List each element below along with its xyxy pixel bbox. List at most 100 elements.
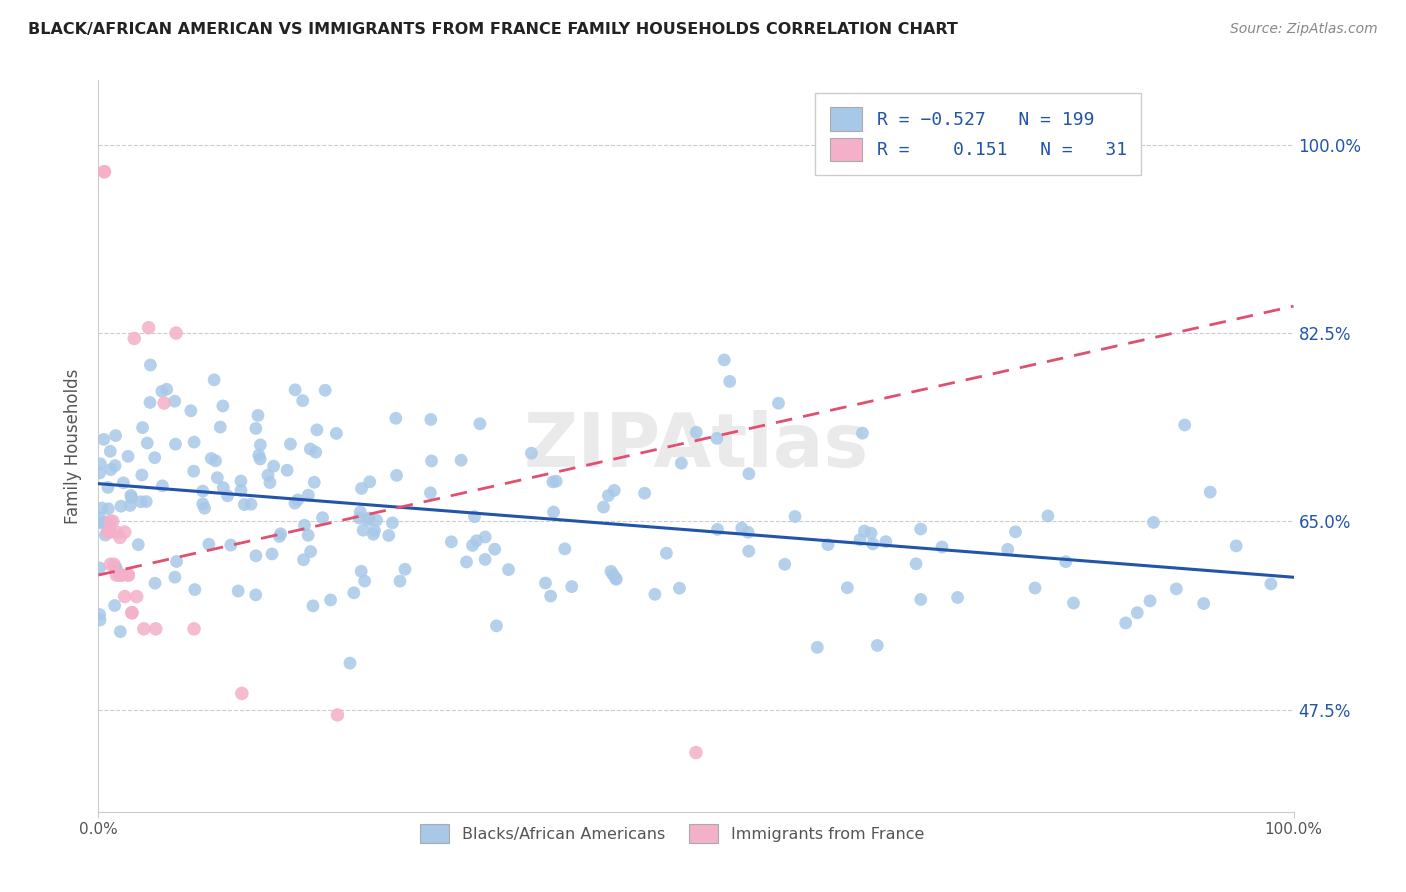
Point bbox=[120, 488, 142, 502]
Point bbox=[117, 568, 139, 582]
Point bbox=[484, 542, 506, 557]
Point bbox=[541, 475, 564, 489]
Point bbox=[138, 320, 160, 334]
Point bbox=[284, 383, 307, 397]
Point bbox=[191, 484, 214, 499]
Point bbox=[98, 558, 122, 572]
Point bbox=[297, 528, 319, 542]
Point bbox=[862, 537, 884, 551]
Point bbox=[474, 552, 496, 566]
Text: Source: ZipAtlas.com: Source: ZipAtlas.com bbox=[1230, 22, 1378, 37]
Point bbox=[1063, 596, 1085, 610]
Point bbox=[363, 524, 385, 538]
Point bbox=[297, 488, 319, 502]
Point bbox=[299, 544, 322, 558]
Point bbox=[90, 516, 112, 530]
Point bbox=[143, 576, 166, 591]
Point bbox=[120, 491, 142, 505]
Point bbox=[738, 467, 761, 481]
Point bbox=[184, 582, 207, 597]
Point bbox=[219, 538, 242, 552]
Point bbox=[363, 527, 385, 541]
Point bbox=[240, 497, 263, 511]
Point bbox=[125, 590, 148, 604]
Point bbox=[561, 580, 583, 594]
Point bbox=[89, 511, 111, 525]
Point bbox=[498, 563, 520, 577]
Point bbox=[89, 457, 111, 471]
Point bbox=[131, 468, 153, 483]
Point bbox=[136, 436, 159, 450]
Point bbox=[1260, 577, 1282, 591]
Point bbox=[280, 437, 302, 451]
Point bbox=[124, 331, 146, 345]
Point bbox=[598, 489, 620, 503]
Point bbox=[668, 581, 690, 595]
Point bbox=[385, 468, 408, 483]
Point bbox=[713, 353, 735, 368]
Point bbox=[104, 599, 127, 613]
Point bbox=[204, 454, 226, 468]
Point bbox=[343, 586, 366, 600]
Point bbox=[97, 524, 120, 539]
Point bbox=[131, 420, 153, 434]
Text: BLACK/AFRICAN AMERICAN VS IMMIGRANTS FROM FRANCE FAMILY HOUSEHOLDS CORRELATION C: BLACK/AFRICAN AMERICAN VS IMMIGRANTS FRO… bbox=[28, 22, 957, 37]
Point bbox=[520, 446, 543, 460]
Point bbox=[326, 707, 349, 722]
Point bbox=[89, 613, 111, 627]
Point bbox=[554, 541, 576, 556]
Point bbox=[150, 479, 173, 493]
Point bbox=[260, 547, 283, 561]
Point bbox=[247, 448, 270, 462]
Point bbox=[420, 454, 443, 468]
Point bbox=[1126, 606, 1149, 620]
Point bbox=[543, 505, 565, 519]
Point bbox=[291, 393, 314, 408]
Point bbox=[905, 557, 928, 571]
Point bbox=[1192, 597, 1215, 611]
Point bbox=[605, 572, 627, 586]
Point bbox=[540, 589, 562, 603]
Point bbox=[644, 587, 666, 601]
Point bbox=[1004, 524, 1026, 539]
Point bbox=[1142, 516, 1164, 530]
Point bbox=[183, 464, 205, 478]
Point bbox=[325, 426, 347, 441]
Point bbox=[212, 481, 235, 495]
Point bbox=[352, 523, 374, 537]
Point bbox=[98, 514, 122, 528]
Point bbox=[89, 466, 111, 480]
Point bbox=[166, 554, 188, 568]
Point bbox=[353, 574, 375, 588]
Point bbox=[910, 592, 932, 607]
Point bbox=[1036, 508, 1059, 523]
Point bbox=[104, 428, 127, 442]
Point bbox=[108, 568, 131, 582]
Point bbox=[738, 544, 761, 558]
Point bbox=[89, 607, 111, 622]
Point bbox=[150, 384, 173, 399]
Point bbox=[121, 606, 143, 620]
Point bbox=[1139, 594, 1161, 608]
Point bbox=[1115, 615, 1137, 630]
Point bbox=[605, 571, 627, 585]
Point bbox=[212, 399, 235, 413]
Point bbox=[229, 483, 252, 498]
Point bbox=[305, 445, 328, 459]
Point bbox=[114, 524, 136, 539]
Point bbox=[249, 438, 271, 452]
Point bbox=[269, 529, 291, 543]
Point bbox=[217, 489, 239, 503]
Point bbox=[276, 463, 298, 477]
Point bbox=[602, 567, 624, 582]
Point bbox=[546, 474, 568, 488]
Point bbox=[468, 417, 491, 431]
Point bbox=[98, 444, 121, 458]
Point bbox=[139, 395, 162, 409]
Point bbox=[143, 450, 166, 465]
Point bbox=[163, 570, 186, 584]
Point bbox=[592, 500, 614, 514]
Point bbox=[145, 622, 167, 636]
Point bbox=[153, 396, 176, 410]
Point bbox=[534, 576, 557, 591]
